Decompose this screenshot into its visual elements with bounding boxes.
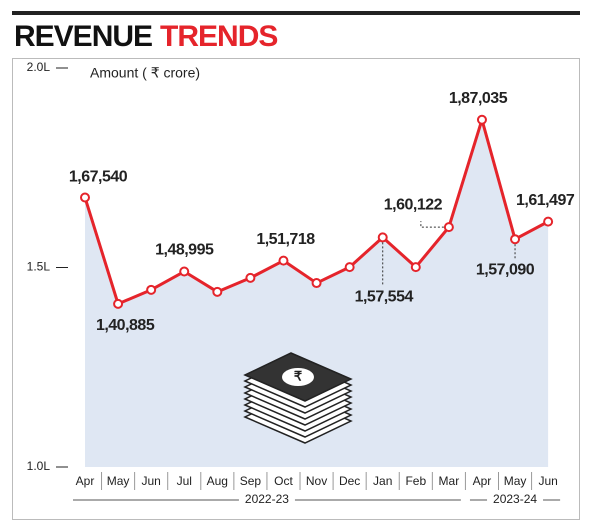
group-label: 2022-23 bbox=[245, 492, 289, 506]
x-tick-label: Mar bbox=[439, 474, 460, 488]
x-tick-label: Aug bbox=[207, 474, 228, 488]
frame bbox=[12, 58, 580, 520]
svg-text:₹: ₹ bbox=[294, 368, 303, 383]
value-label: 1,60,122 bbox=[384, 196, 443, 213]
point bbox=[212, 286, 223, 297]
point bbox=[245, 272, 256, 283]
x-tick-label: Apr bbox=[473, 474, 492, 488]
value-label: 1,87,035 bbox=[449, 90, 508, 107]
y-tick-label: 1.5L bbox=[27, 260, 51, 274]
title-accent: TRENDS bbox=[160, 20, 277, 53]
point bbox=[311, 278, 322, 289]
x-tick-label: Jan bbox=[373, 474, 392, 488]
value-label: 1,67,540 bbox=[69, 169, 128, 186]
value-label: 1,48,995 bbox=[155, 242, 214, 259]
value-label: 1,57,554 bbox=[355, 289, 414, 306]
group-label: 2023-24 bbox=[493, 492, 537, 506]
point bbox=[113, 298, 124, 309]
area bbox=[85, 119, 549, 467]
point bbox=[278, 255, 289, 266]
point bbox=[344, 262, 355, 273]
x-tick-label: Dec bbox=[339, 474, 360, 488]
x-tick-label: Apr bbox=[76, 474, 95, 488]
plot: 1.0L 1.5L 2.0L 1,67,540 1,40,885 1,48,995 1,51… bbox=[27, 60, 576, 506]
point bbox=[80, 192, 90, 203]
title-main: REVENUE bbox=[14, 20, 152, 53]
value-label: 1,57,090 bbox=[476, 261, 535, 278]
x-tick-label: Jul bbox=[177, 474, 192, 488]
y-tick-label: 1.0L bbox=[27, 459, 51, 473]
x-tick-label: Nov bbox=[306, 474, 327, 488]
chart-title: REVENUE TRENDS bbox=[14, 20, 277, 53]
y-axis-label: Amount ( ₹ crore) bbox=[90, 65, 200, 81]
money-icon: ₹ bbox=[243, 352, 353, 444]
leader bbox=[420, 221, 444, 228]
point bbox=[146, 284, 157, 295]
x-tick-label: Oct bbox=[274, 474, 293, 488]
x-tick-label: May bbox=[107, 474, 130, 488]
y-tick-label: 2.0L bbox=[27, 60, 51, 74]
x-tick-label: Feb bbox=[405, 474, 426, 488]
x-tick-label: Jun bbox=[538, 474, 557, 488]
point bbox=[543, 216, 554, 227]
point bbox=[510, 234, 521, 245]
point bbox=[476, 114, 487, 125]
value-label: 1,51,718 bbox=[256, 231, 315, 248]
x-tick-label: Sep bbox=[240, 474, 262, 488]
top-rule bbox=[12, 11, 580, 15]
x-tick-label: May bbox=[504, 474, 527, 488]
x-tick-label: Jun bbox=[141, 474, 160, 488]
point bbox=[179, 266, 190, 277]
point bbox=[377, 232, 388, 243]
value-label: 1,61,497 bbox=[516, 192, 575, 209]
value-label: 1,40,885 bbox=[96, 317, 155, 334]
point bbox=[443, 222, 454, 233]
point bbox=[410, 262, 421, 273]
